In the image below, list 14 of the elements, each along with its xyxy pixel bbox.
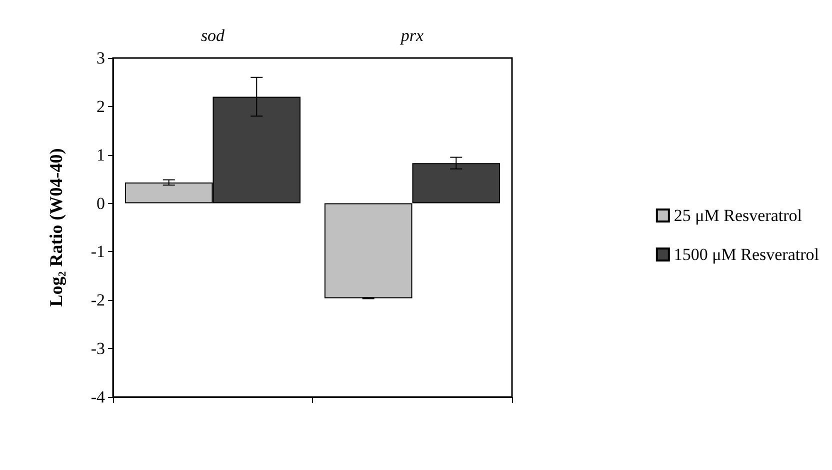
y-axis-title: Log₂ Ratio (W04-40) [46,148,66,307]
x-tick-label: sod [200,26,226,45]
y-tick-label: 0 [96,194,105,213]
y-tick-label: -4 [90,388,106,406]
y-tick-label: 3 [96,48,105,68]
y-tick-label: -2 [90,290,105,310]
y-tick-label: -3 [90,339,105,358]
legend-label: 25 μM Resveratrol [674,206,802,225]
legend-label: 1500 μM Resveratrol [674,245,820,264]
y-tick-label: -1 [90,242,105,262]
y-tick-label: 2 [96,96,105,116]
x-tick-label: prx [400,26,424,45]
bar [324,203,412,298]
y-tick-label: 1 [96,145,105,164]
